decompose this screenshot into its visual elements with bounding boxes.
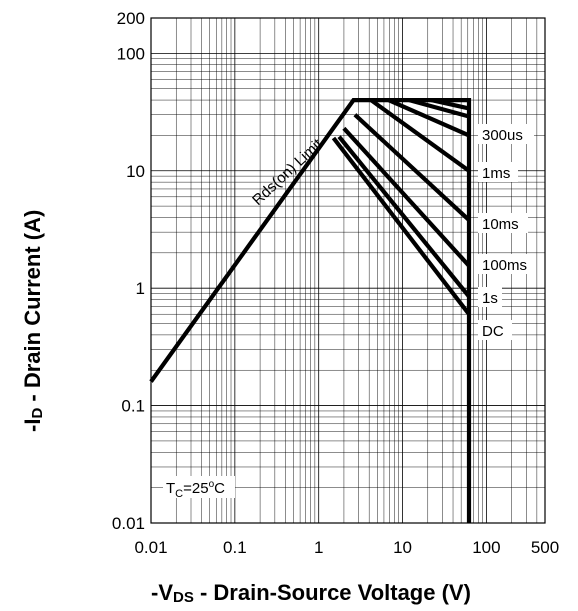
x-axis-title: -VDS - Drain-Source Voltage (V) (151, 580, 471, 606)
x-tick-label: 1 (314, 538, 323, 557)
label-dc: DC (482, 323, 504, 340)
label-100ms: 100ms (482, 257, 527, 274)
x-tick-label: 0.1 (223, 538, 247, 557)
curve-300us (387, 98, 470, 138)
label-300us: 300us (482, 127, 523, 144)
x-tick-labels: 0.01 0.1 1 10 100 500 (134, 538, 559, 557)
curve-100ms (342, 126, 471, 268)
y-tick-label: 200 (117, 9, 145, 28)
x-tick-label: 10 (393, 538, 412, 557)
y-tick-label: 1 (136, 279, 145, 298)
x-tick-label: 0.01 (134, 538, 167, 557)
label-1s: 1s (482, 290, 498, 307)
label-10ms: 10ms (482, 216, 519, 233)
label-1ms: 1ms (482, 165, 510, 182)
curves (149, 97, 472, 523)
curve-hatch-1 (430, 98, 470, 111)
tc-annotation: TC=25oC (166, 479, 225, 500)
curve-1s (337, 135, 471, 298)
y-tick-label: 0.1 (121, 397, 145, 416)
curve-dc (331, 136, 471, 316)
curve-10ms (353, 113, 471, 222)
x-tick-label: 500 (531, 538, 559, 557)
curve-labels: 300us 1ms 10ms 100ms 1s DC (478, 124, 536, 340)
y-tick-label: 100 (117, 44, 145, 63)
x-tick-label: 100 (472, 538, 500, 557)
y-tick-labels: 0.01 0.1 1 10 100 200 (112, 9, 145, 533)
y-tick-label: 0.01 (112, 514, 145, 533)
y-tick-label: 10 (126, 162, 145, 181)
curve-rds-on-limit (149, 97, 472, 523)
curve-1ms (369, 98, 471, 173)
curve-hatch-0 (408, 98, 470, 119)
y-axis-title: -ID - Drain Current (A) (20, 210, 46, 432)
plot-frame (150, 17, 546, 524)
